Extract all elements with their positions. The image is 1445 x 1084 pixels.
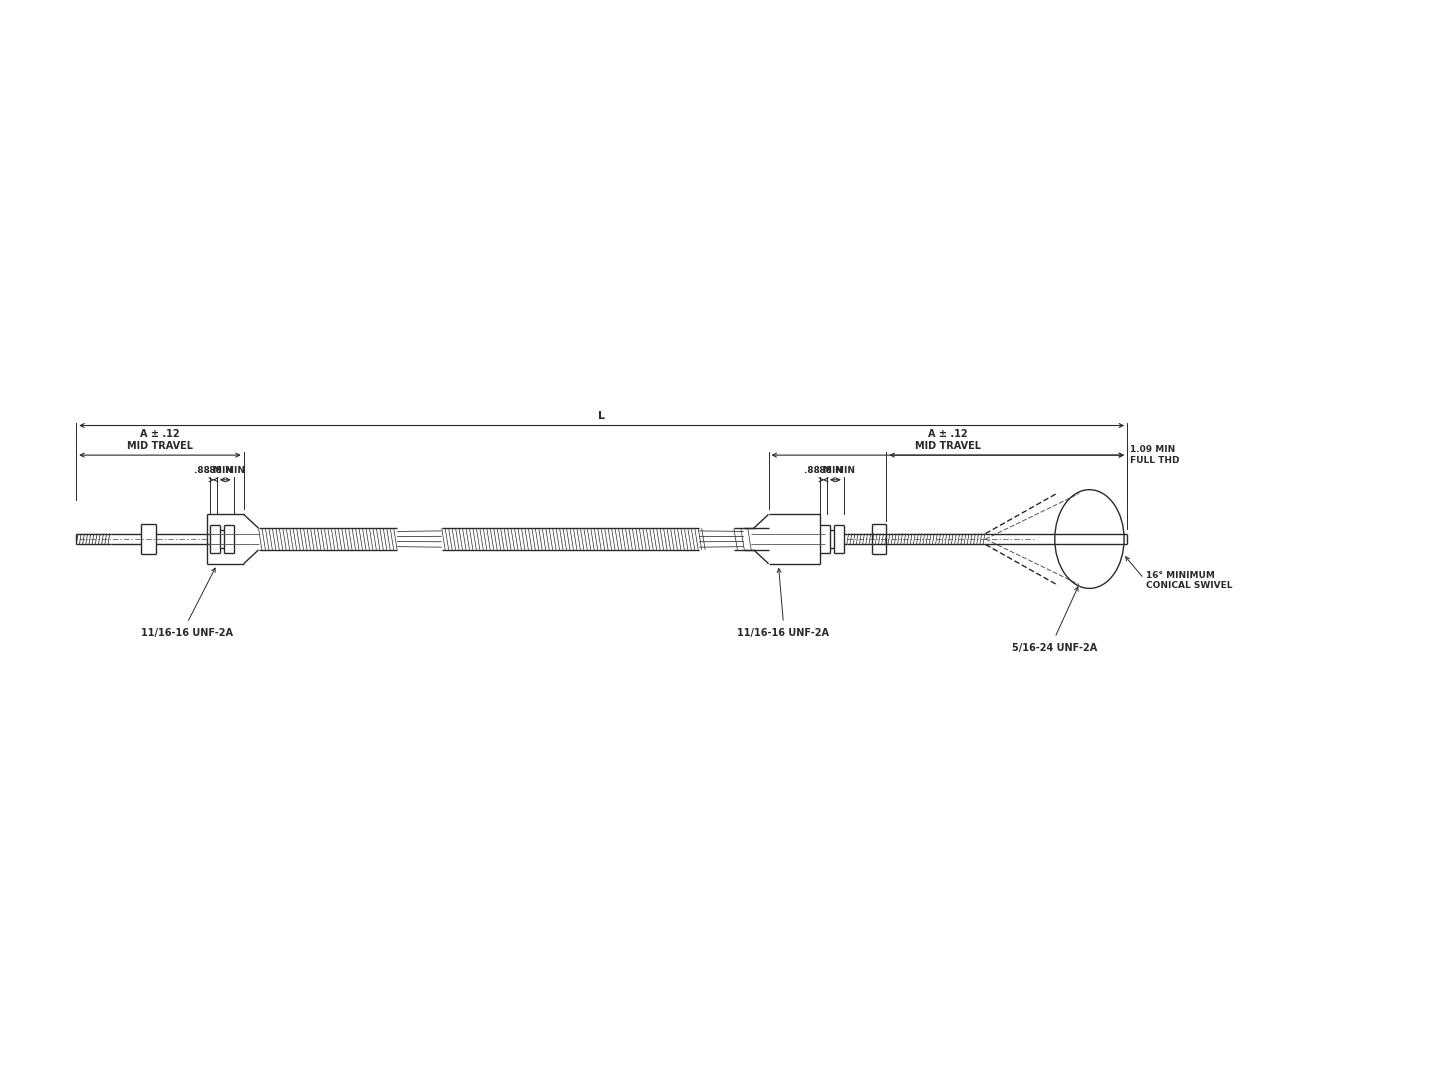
Text: A ± .12
MID TRAVEL: A ± .12 MID TRAVEL: [915, 429, 981, 451]
Text: .88 MIN: .88 MIN: [816, 466, 855, 476]
Text: 5/16-24 UNF-2A: 5/16-24 UNF-2A: [1011, 643, 1097, 653]
Text: 1.09 MIN
FULL THD: 1.09 MIN FULL THD: [1130, 446, 1179, 465]
Text: .88 MIN: .88 MIN: [803, 466, 842, 476]
Text: .88 MIN: .88 MIN: [205, 466, 244, 476]
Text: 11/16-16 UNF-2A: 11/16-16 UNF-2A: [737, 628, 829, 637]
Text: 16° MINIMUM
CONICAL SWIVEL: 16° MINIMUM CONICAL SWIVEL: [1146, 571, 1233, 590]
Text: .88 MIN: .88 MIN: [194, 466, 233, 476]
Text: A ± .12
MID TRAVEL: A ± .12 MID TRAVEL: [127, 429, 194, 451]
Text: 11/16-16 UNF-2A: 11/16-16 UNF-2A: [142, 628, 233, 637]
Text: L: L: [598, 411, 605, 421]
